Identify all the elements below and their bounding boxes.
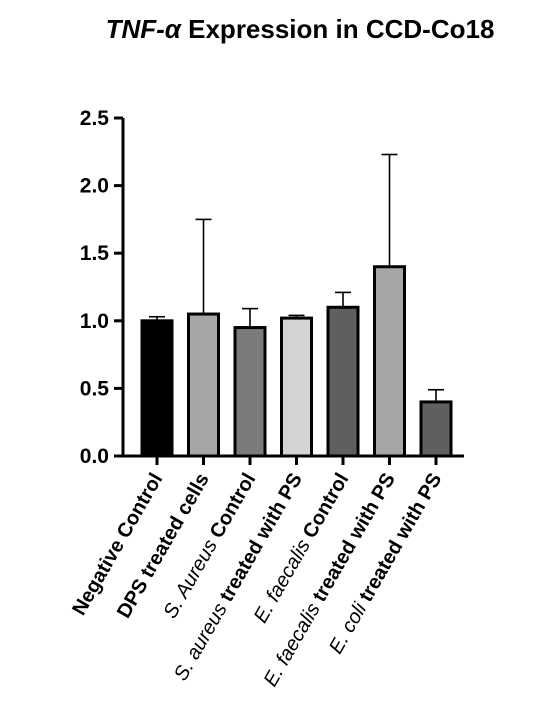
- y-tick-label: 0.0: [80, 445, 109, 468]
- chart-title-rest: Expression in CCD-Co18: [181, 14, 495, 44]
- bar: [187, 312, 220, 458]
- bar: [326, 305, 360, 458]
- y-tick-label: 1.5: [80, 242, 110, 265]
- bar: [140, 319, 174, 458]
- chart-title-italic: TNF-α: [106, 14, 183, 44]
- bar: [419, 400, 453, 458]
- y-tick-label: 0.5: [80, 377, 110, 400]
- y-tick-label: 1.0: [80, 310, 109, 333]
- bars: [140, 153, 453, 458]
- y-tick-label: 2.5: [80, 107, 110, 130]
- y-axis: 0.0 0.5 1.0 1.5 2.0 2.5: [80, 107, 125, 468]
- y-tick-label: 2.0: [80, 175, 109, 198]
- bar: [233, 326, 267, 458]
- chart-title: TNF-α Expression in CCD-Co18: [106, 14, 495, 44]
- bar: [280, 316, 313, 458]
- bar: [373, 265, 406, 458]
